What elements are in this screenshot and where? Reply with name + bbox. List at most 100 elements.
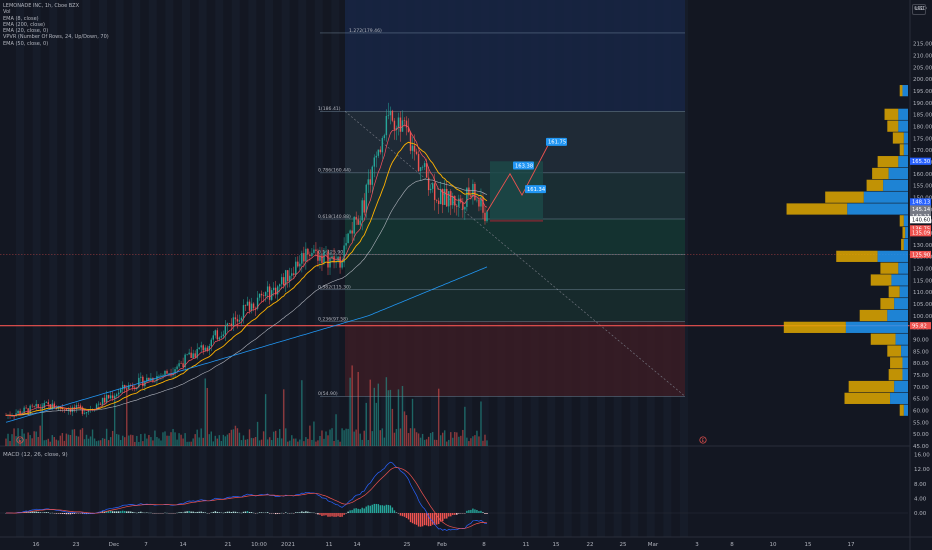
projection-tag-label: 161.34 [527,187,546,193]
volume-bar [429,433,432,446]
macd-hist-bar [295,512,297,513]
time-tick: 7 [144,542,148,548]
volume-bar [55,439,58,446]
volume-bar [204,378,206,446]
macd-hist-bar [244,511,247,513]
time-tick: 10:00 [251,542,267,548]
candle-body [446,188,448,207]
session-stripe [65,0,74,537]
volume-bar [61,433,64,446]
candle-body [423,163,426,167]
volume-bar [409,428,412,446]
volume-bar [365,402,367,446]
vpvr-down [899,404,904,416]
volume-bar [450,432,452,446]
volume-bar [468,441,470,446]
legend-line-1[interactable]: EMA (8, close) [3,15,39,22]
candle-body [250,303,253,311]
price-tag-label: 140.60 [912,218,930,224]
time-tick: Dec [109,542,120,548]
candle-body [478,199,480,207]
macd-hist-bar [190,511,192,513]
vpvr-down [825,191,864,203]
volume-bar [220,441,223,446]
volume-bar [319,435,321,446]
candle-body [427,177,430,191]
price-tick: 115.00 [913,278,932,284]
macd-hist-bar [351,510,353,513]
macd-hist-bar [468,510,470,513]
legend-line-4[interactable]: VPVR (Number Of Rows, 24, Up/Down, 70) [3,34,109,41]
session-stripe [182,0,190,537]
macd-hist-bar [480,510,482,513]
volume-bar [413,428,416,446]
legend-line-2[interactable]: EMA (200, close) [3,21,45,28]
price-tick: 155.00 [913,184,932,190]
volume-bar [27,432,29,446]
event-marker [699,436,707,444]
projection-tag-label: 161.75 [548,140,566,146]
macd-hist-bar [444,513,446,519]
macd-hist-bar [355,508,357,513]
vpvr-down [884,108,899,120]
time-axis[interactable]: 16 23 Dec 7 14 21 10:00 2021 11 14 25 Feb 8 11 15 22 25 M… [16,436,855,548]
volume-bar [387,390,390,446]
macd-hist-bar [39,512,41,513]
volume-bar [132,435,134,446]
time-tick: 14 [180,542,187,548]
candle-body [156,375,158,382]
price-tick: 200.00 [913,77,932,83]
currency-button[interactable]: USD [912,4,926,15]
candle-body [27,408,29,414]
volume-bar [397,389,400,446]
volume-bar [246,439,249,446]
candle-body [115,394,118,397]
volume-bar [9,440,11,446]
price-projection[interactable]: 163.38 161.34 161.75 [486,137,567,222]
vpvr-up [902,85,908,97]
macd-hist-bar [361,507,363,513]
legend-line-5[interactable]: EMA (50, close, 0) [3,40,49,47]
macd-hist-bar [476,509,478,513]
candle-body [413,145,416,152]
fib-level-label: 0.5(125.90) [318,249,345,255]
legend-line-3[interactable]: EMA (20, close, 0) [3,28,49,35]
macd-tick: 0.00 [914,511,927,517]
volume-bar [89,436,92,446]
price-tick: 190.00 [913,101,932,107]
volume-bar [391,408,394,446]
candle-body [202,345,204,351]
volume-bar [35,431,37,446]
price-tick: 100.00 [913,314,932,320]
volume-bar [138,441,140,446]
macd-hist-bar [323,513,325,516]
macd-hist-bar [369,505,371,513]
volume-bar [317,440,319,446]
fib-level-label: 0.236(97.58) [318,316,348,322]
candle-body [85,412,88,414]
symbol-title[interactable]: LEMONADE INC, 1h, Cboe BZX [3,3,80,9]
volume-bar [210,431,212,446]
volume-bar [435,439,438,446]
zone-top [345,0,685,112]
macd-hist-bar [107,510,110,513]
volume-bar [401,385,404,446]
volume-bar [341,428,343,446]
price-axis[interactable]: USD 215.00 210.00 205.00 200.00 195.00 190.00 1… [910,6,932,450]
candle-body [359,220,361,225]
price-tick: 130.00 [913,243,932,249]
vpvr-down [892,132,904,144]
volume-bar [170,432,172,446]
volume-bar [343,430,345,446]
legend-line-0[interactable]: Vol [3,9,11,16]
volume-bar [395,428,398,446]
volume-bar [103,438,106,446]
macd-hist-bar [138,512,140,513]
price-tick: 185.00 [913,113,932,119]
volume-bar [272,431,275,446]
price-tick: 65.00 [913,397,929,403]
vpvr-down [783,321,846,333]
macd-hist-bar [393,510,396,513]
candle-body [138,377,140,388]
